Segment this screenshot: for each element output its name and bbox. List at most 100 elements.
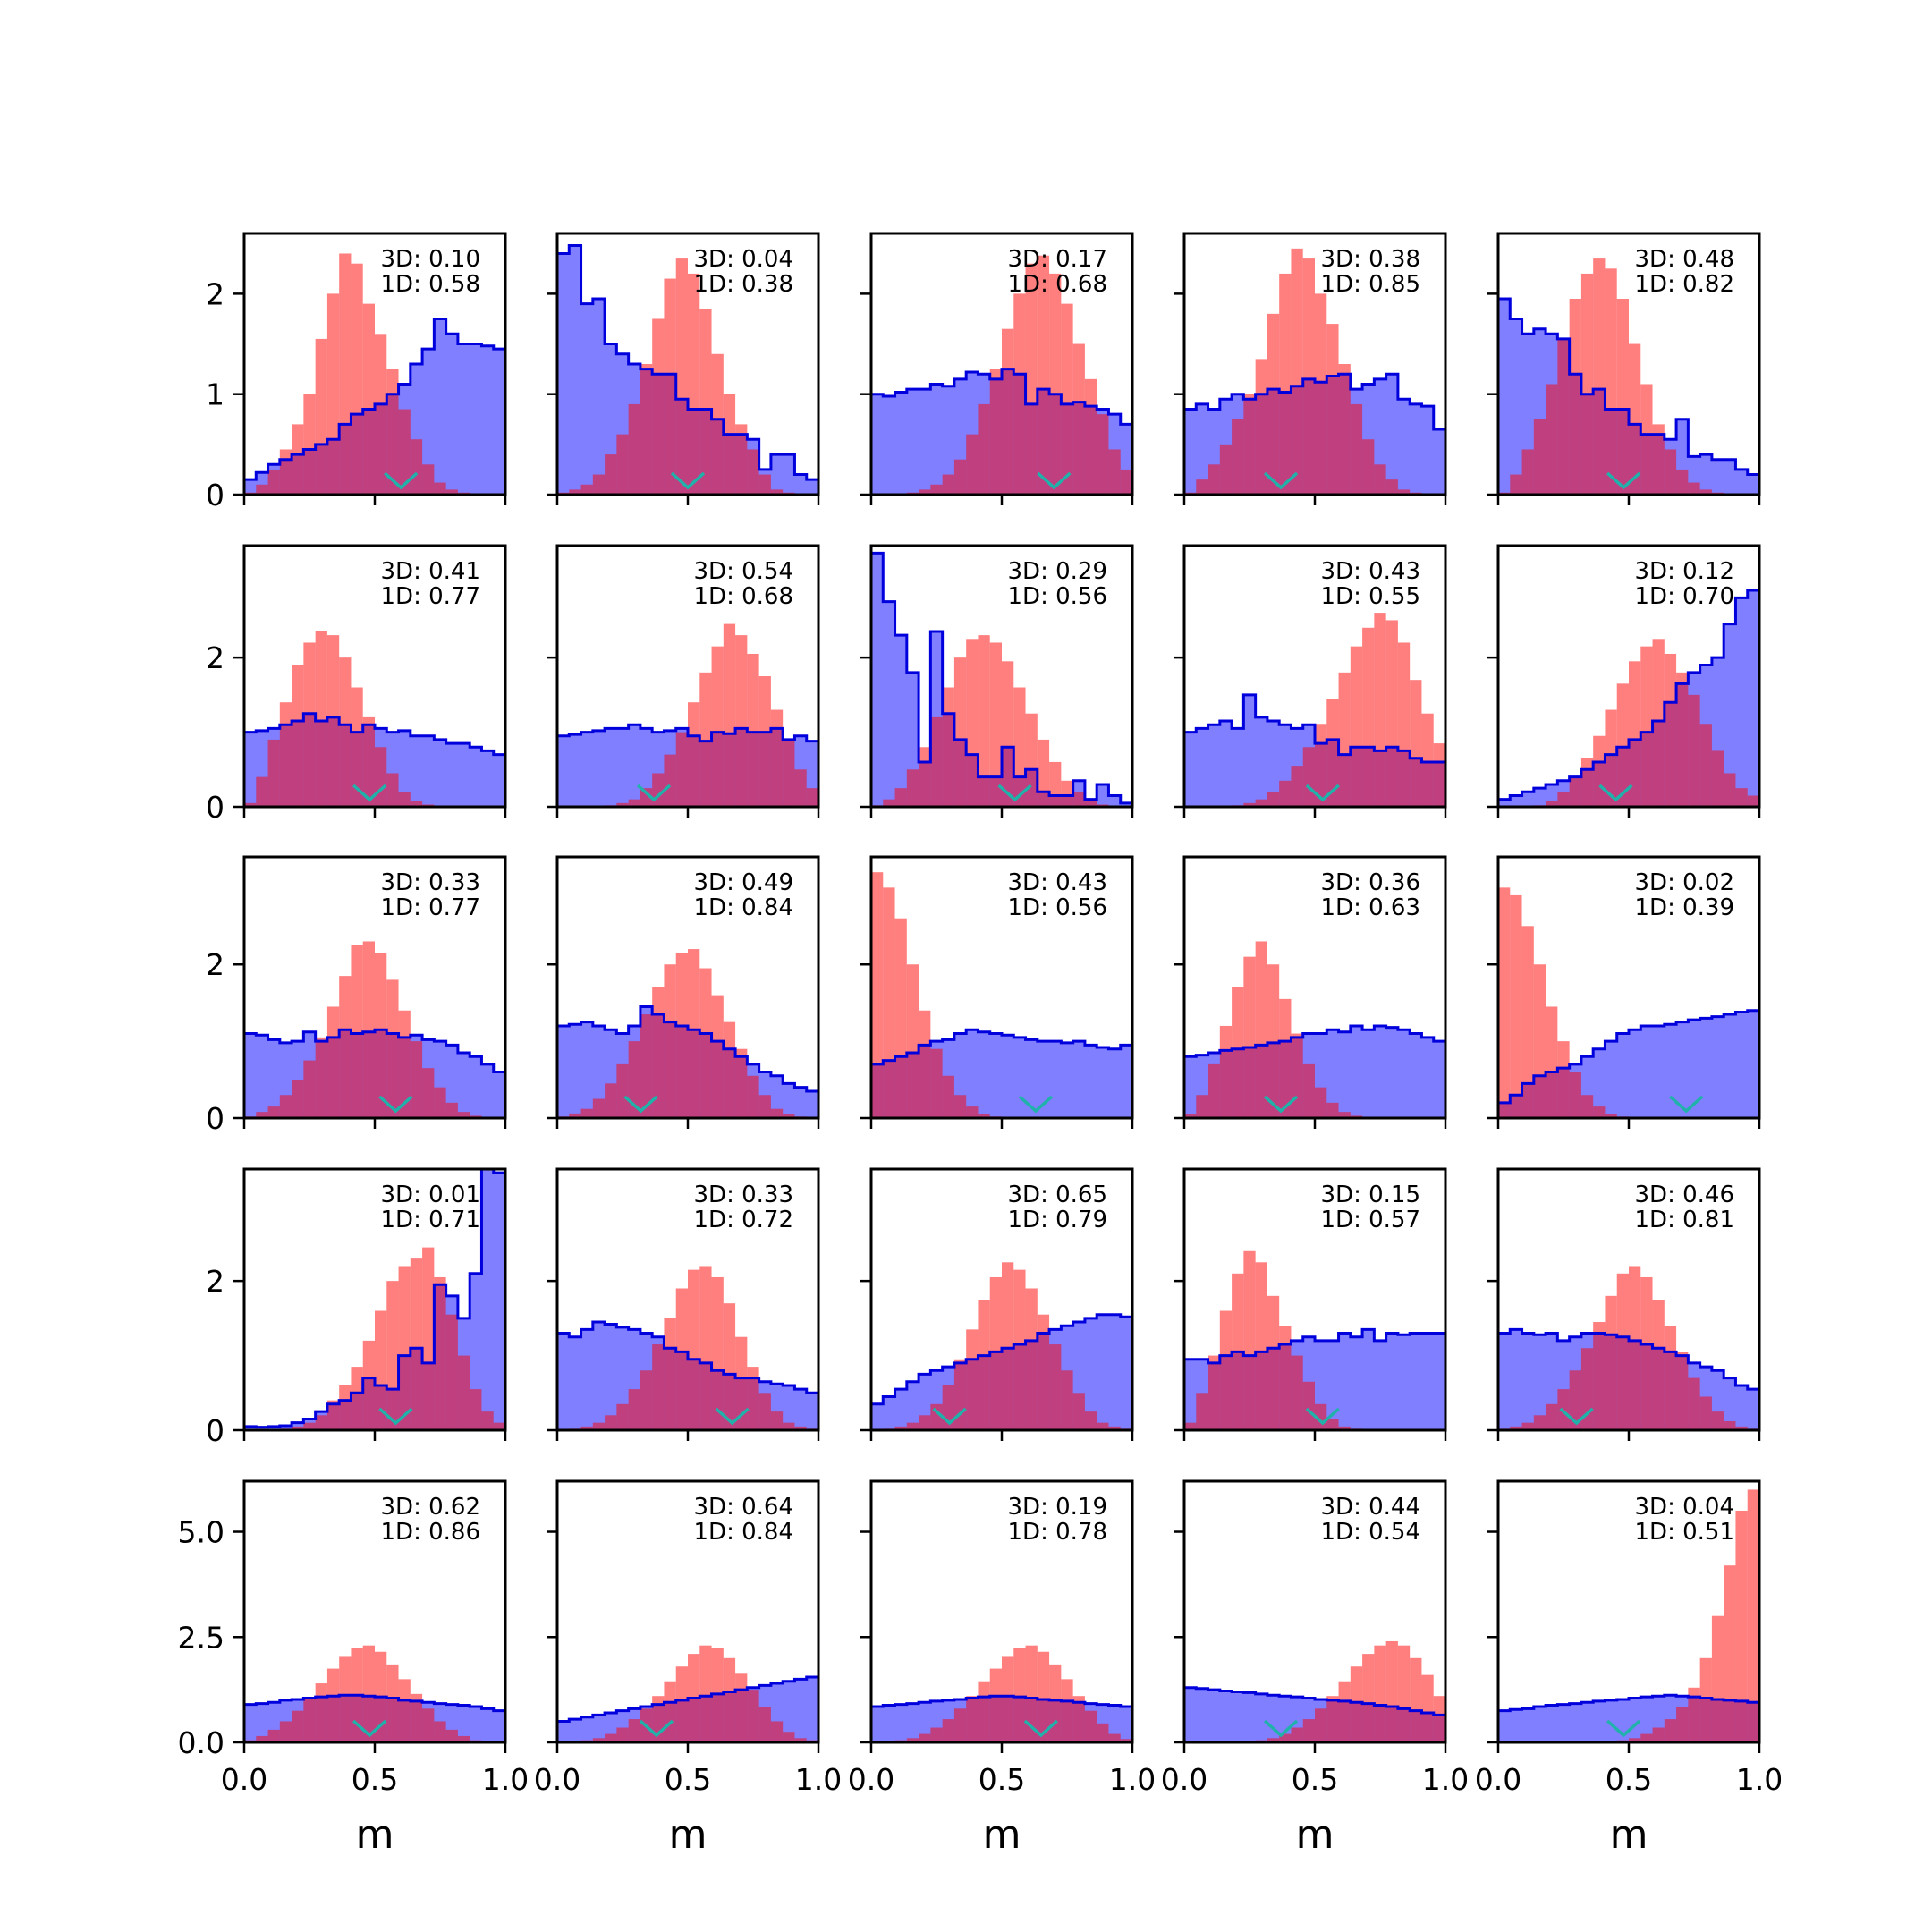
x-tick-label: 1.0 [482,1762,529,1797]
red-bin-bar [1699,724,1712,807]
red-bin-bar [1569,299,1581,495]
red-bin-bar [1374,613,1386,807]
red-bin-bar [688,273,700,495]
red-bin-bar [770,489,784,495]
red-bin-bar [292,1426,304,1430]
marker-vee [932,1407,967,1426]
red-bin-bar [434,1087,446,1118]
red-bin-bar [398,792,411,807]
red-bin-bar [303,1422,316,1430]
red-bin-bar [1664,653,1677,807]
red-bin-bar [1232,419,1244,495]
annotation-3d: 3D: 0.02 [1635,869,1734,896]
annotation-3d: 3D: 0.41 [381,558,480,585]
red-bin-bar [1652,1300,1665,1430]
red-bin-bar [675,953,688,1118]
red-bin-bar [711,646,724,807]
red-bin-bar [1037,255,1050,495]
red-bin-bar [1267,964,1280,1118]
red-bin-bar [1362,1654,1375,1742]
red-bin-bar [326,293,340,495]
red-bin-bar [315,1415,327,1430]
red-bin-bar [339,253,352,495]
marker-vee [715,1407,750,1426]
red-bin-bar [1243,394,1256,495]
red-bin-bar [1279,273,1292,495]
red-bin-bar [1362,627,1375,807]
red-bin-bar [919,747,931,807]
red-bin-bar [315,1037,327,1118]
red-bin-bar [1569,1370,1581,1430]
red-bin-bar [1546,1403,1558,1430]
red-bin-bar [675,1288,688,1430]
red-histogram [244,941,482,1118]
blue-histogram-step [242,1693,507,1742]
red-bin-bar [1433,743,1445,807]
annotation-1d: 1D: 0.82 [1635,271,1734,298]
red-bin-bar [1711,1411,1724,1430]
red-bin-bar [664,278,676,495]
red-bin-bar [794,1426,807,1430]
marker-vee [1669,1095,1704,1114]
red-bin-bar [735,1048,748,1118]
red-bin-bar [953,657,967,807]
marker-vee [1263,1719,1299,1738]
red-bin-bar [1629,1266,1641,1430]
red-bin-bar [1037,1651,1050,1742]
red-bin-bar [628,1389,640,1430]
red-bin-bar [375,334,387,495]
red-bin-bar [758,474,771,495]
blue-histogram-step [1496,1327,1761,1430]
x-tick-label: 0.5 [352,1762,398,1797]
red-bin-bar [652,1344,665,1430]
red-bin-bar [1362,439,1375,495]
red-bin-bar [1279,1733,1292,1742]
red-bin-bar [267,739,280,807]
red-bin-bar [783,1422,795,1430]
red-bin-bar [919,489,931,495]
red-bin-bar [1196,1095,1208,1118]
red-bin-bar [735,1673,748,1742]
red-bin-bar [1291,1033,1303,1118]
red-bin-bar [1025,713,1038,807]
red-bin-bar [758,676,771,807]
red-bin-bar [953,1095,967,1118]
red-bin-bar [580,484,593,495]
red-bin-bar [1640,1276,1653,1430]
red-bin-bar [1510,894,1522,1118]
red-bin-bar [1410,680,1422,807]
red-bin-bar [422,1247,435,1430]
red-bin-bar [688,949,700,1118]
red-bin-bar [410,1693,423,1742]
red-bin-bar [1580,758,1594,807]
red-bin-bar [1267,313,1280,495]
marker-vee [1305,1407,1340,1426]
red-bin-bar [664,1681,676,1742]
blue-histogram-step [242,1028,507,1118]
red-bin-bar [942,1719,954,1742]
red-bin-bar [699,1645,712,1742]
annotation-1d: 1D: 0.51 [1635,1519,1734,1546]
marker-vee [1559,1407,1594,1426]
red-bin-bar [445,1102,458,1118]
red-bin-bar [326,1400,340,1430]
red-bin-bar [1593,258,1606,495]
red-bin-bar [1037,1314,1050,1430]
y-tick-label: 2 [206,276,225,311]
red-bin-bar [699,672,712,807]
red-histogram [557,258,795,495]
red-bin-bar [1219,444,1233,495]
red-bin-bar [1049,1344,1062,1430]
red-histogram [1243,1640,1445,1742]
red-bin-bar [1557,1041,1570,1118]
red-bin-bar [978,1114,990,1118]
red-bin-bar [783,1114,795,1118]
red-bin-bar [1097,414,1109,495]
annotation-1d: 1D: 0.72 [694,1207,793,1233]
red-histogram [871,635,1109,807]
red-bin-bar [894,918,907,1118]
red-bin-bar [592,1738,606,1742]
